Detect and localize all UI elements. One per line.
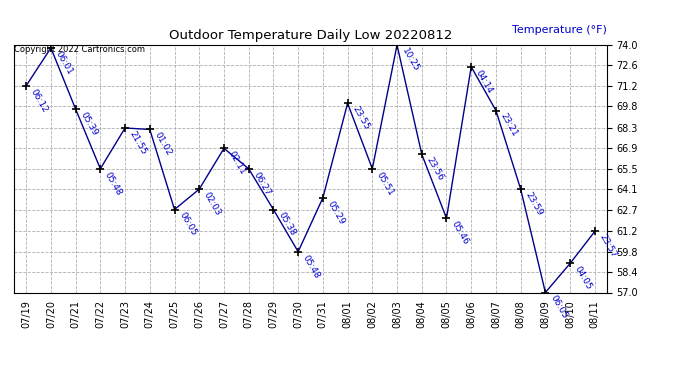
Text: 06:01: 06:01 — [54, 49, 75, 76]
Text: 05:48: 05:48 — [301, 253, 322, 280]
Text: 05:51: 05:51 — [375, 170, 396, 197]
Text: 23:59: 23:59 — [524, 190, 544, 217]
Text: 01:02: 01:02 — [152, 131, 173, 158]
Text: 04:14: 04:14 — [474, 68, 495, 95]
Text: 05:29: 05:29 — [326, 199, 346, 226]
Text: 23:56: 23:56 — [424, 156, 445, 182]
Text: 06:27: 06:27 — [251, 170, 272, 197]
Text: 02:03: 02:03 — [202, 190, 223, 217]
Text: 04:05: 04:05 — [573, 265, 593, 292]
Text: 23:55: 23:55 — [351, 105, 371, 131]
Text: 05:39: 05:39 — [79, 111, 99, 137]
Text: 05:48: 05:48 — [103, 170, 124, 197]
Text: 02:11: 02:11 — [227, 150, 248, 177]
Text: Copyright 2022 Cartronics.com: Copyright 2022 Cartronics.com — [14, 45, 146, 54]
Text: 06:05: 06:05 — [177, 211, 198, 238]
Text: 06:05: 06:05 — [548, 294, 569, 321]
Text: 10:25: 10:25 — [400, 46, 420, 73]
Text: 05:46: 05:46 — [449, 220, 470, 246]
Text: 23:21: 23:21 — [499, 112, 520, 139]
Title: Outdoor Temperature Daily Low 20220812: Outdoor Temperature Daily Low 20220812 — [169, 30, 452, 42]
Text: 06:12: 06:12 — [29, 87, 50, 114]
Text: 21:55: 21:55 — [128, 129, 148, 156]
Text: Temperature (°F): Temperature (°F) — [512, 25, 607, 35]
Text: 23:57: 23:57 — [598, 233, 618, 260]
Text: 05:38: 05:38 — [276, 211, 297, 238]
